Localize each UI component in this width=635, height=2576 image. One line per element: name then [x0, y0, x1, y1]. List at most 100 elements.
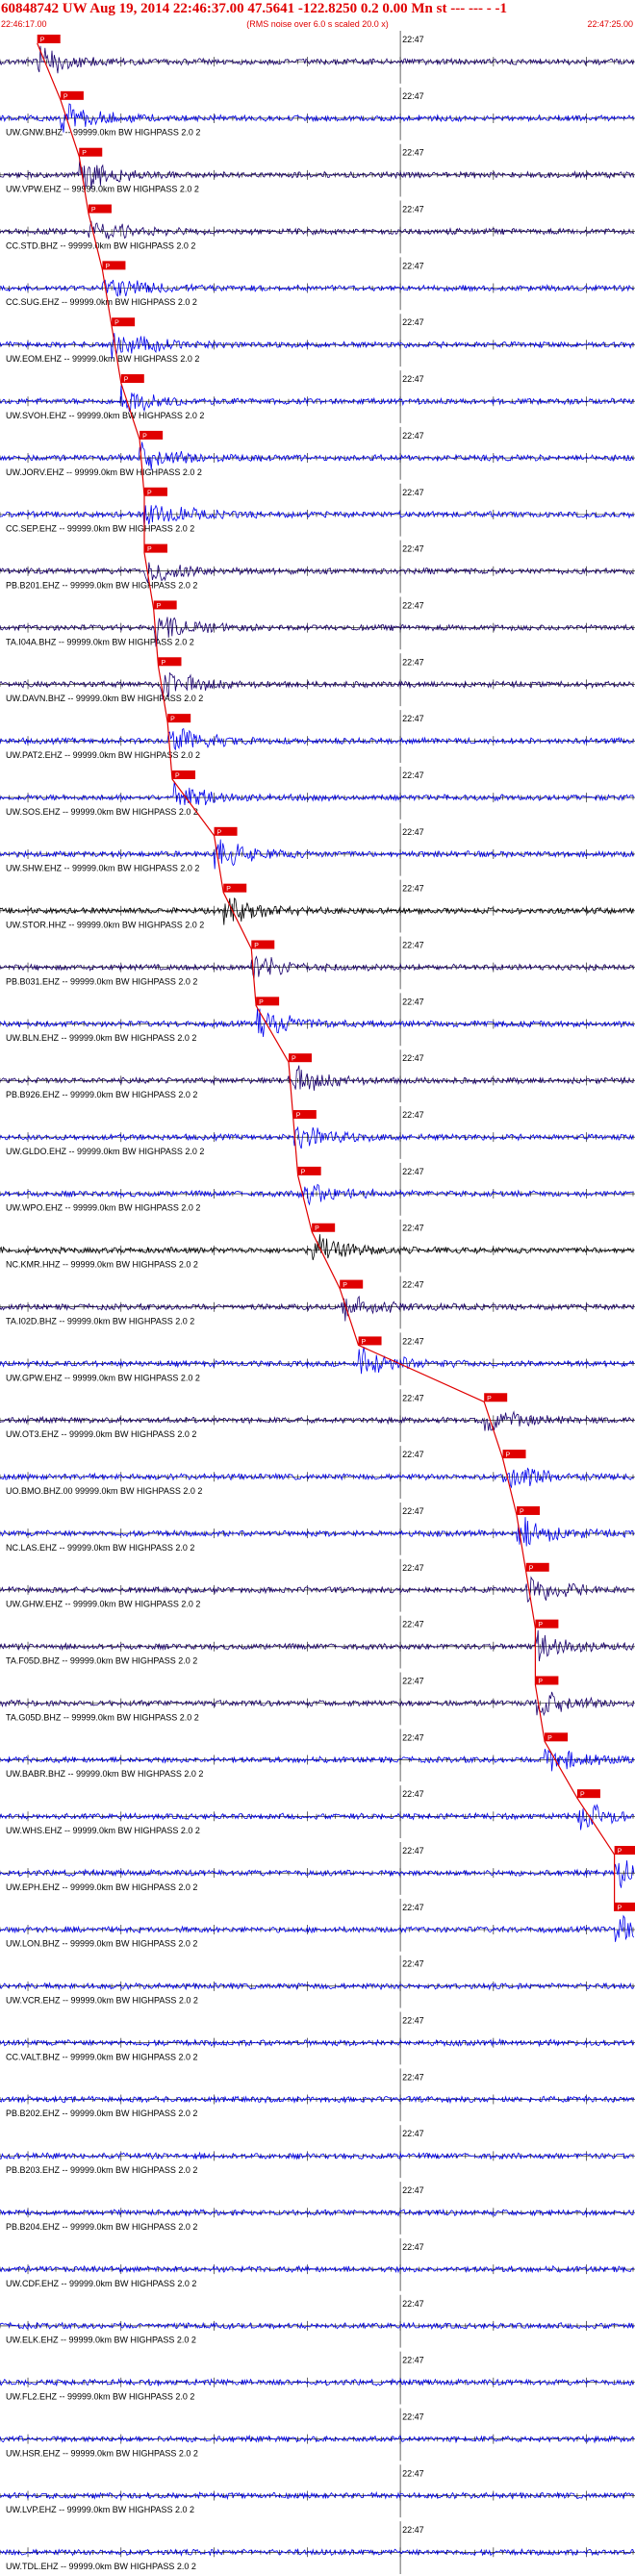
pick-flag — [143, 543, 167, 553]
trace-row: 22:47 TA.G05D.BHZ -- 99999.0km BW HIGHPAS… — [0, 1672, 635, 1726]
pick-label: P — [124, 377, 129, 384]
start-time-label: 22:46:17.00 — [1, 19, 47, 29]
waveform — [0, 442, 634, 470]
trace-row: 22:47 NC.LAS.EHZ -- 99999.0km BW HIGHPASS… — [0, 1502, 635, 1555]
minute-label: 22:47 — [402, 91, 424, 101]
trace-row: 22:47 UW.EPH.EHZ -- 99999.0km BW HIGHPASS… — [0, 1842, 635, 1895]
pick-flag — [502, 1450, 526, 1459]
waveform — [0, 727, 635, 751]
waveform — [0, 1467, 634, 1489]
waveform — [0, 781, 635, 806]
trace-row: 22:47 NC.KMR.HHZ -- 99999.0km BW HIGHPASS… — [0, 1219, 635, 1273]
trace-row: 22:47 UW.BABR.BHZ -- 99999.0km BW HIGHPAS… — [0, 1729, 635, 1782]
waveform — [0, 1691, 635, 1717]
station-label: UW.DAVN.BHZ -- 99999.0km BW HIGHPASS 2.0… — [6, 694, 203, 703]
minute-label: 22:47 — [402, 714, 424, 723]
pick-label: P — [105, 264, 110, 270]
station-label: TA.F05D.BHZ -- 99999.0km BW HIGHPASS 2.0… — [6, 1655, 197, 1665]
waveform — [0, 1982, 635, 1991]
minute-label: 22:47 — [402, 1506, 424, 1516]
pick-label: P — [538, 1622, 543, 1629]
minute-label: 22:47 — [402, 431, 424, 441]
trace-row: 22:47 TA.I02D.BHZ -- 99999.0km BW HIGHPAS… — [0, 1275, 635, 1329]
trace-row: 22:47 PB.B926.EHZ -- 99999.0km BW HIGHPAS… — [0, 1049, 635, 1103]
station-label: PB.B926.EHZ -- 99999.0km BW HIGHPASS 2.0… — [6, 1090, 197, 1099]
station-label: TA.G05D.BHZ -- 99999.0km BW HIGHPASS 2.0… — [6, 1712, 199, 1722]
minute-label: 22:47 — [402, 1393, 424, 1402]
station-label: UW.BABR.BHZ -- 99999.0km BW HIGHPASS 2.0… — [6, 1769, 203, 1779]
pick-flag — [340, 1279, 364, 1289]
pick-flag — [288, 1053, 312, 1063]
minute-label: 22:47 — [402, 657, 424, 667]
pick-label: P — [618, 1905, 622, 1911]
trace-row: 22:47 UW.HSR.EHZ -- 99999.0km BW HIGHPASS… — [0, 2408, 635, 2462]
trace-row: 22:47 PB.B203.EHZ -- 99999.0km BW HIGHPAS… — [0, 2125, 635, 2179]
minute-label: 22:47 — [402, 1280, 424, 1290]
trace-row: 22:47 UW.GNW.BHZ -- 99999.0km BW HIGHPASS… — [0, 87, 635, 140]
minute-label: 22:47 — [402, 2299, 424, 2309]
station-label: UO.BMO.BHZ.00 99999.0km BW HIGHPASS 2.0 … — [6, 1486, 202, 1496]
trace-row: 22:47 UW.DAVN.BHZ -- 99999.0km BW HIGHPAS… — [0, 653, 635, 707]
waveform — [0, 562, 634, 583]
trace-row: 22:47 PB.B201.EHZ -- 99999.0km BW HIGHPAS… — [0, 540, 635, 593]
waveform — [0, 1347, 635, 1375]
minute-label: 22:47 — [402, 997, 424, 1006]
pick-label: P — [162, 660, 166, 667]
minute-label: 22:47 — [402, 35, 424, 44]
trace-row: 22:47 CC.SUG.EHZ -- 99999.0km BW HIGHPASS… — [0, 257, 635, 311]
waveform — [0, 1860, 635, 1888]
pick-label: P — [296, 1113, 301, 1120]
pick-label: P — [618, 1849, 622, 1856]
trace-row: 22:47 PB.B031.EHZ -- 99999.0km BW HIGHPAS… — [0, 936, 635, 990]
station-label: UW.GNW.BHZ -- 99999.0km BW HIGHPASS 2.0 … — [6, 128, 200, 138]
pick-flag — [167, 714, 191, 723]
minute-label: 22:47 — [402, 1846, 424, 1856]
pick-label: P — [362, 1339, 367, 1346]
pick-flag — [614, 1902, 635, 1911]
station-label: UW.SHW.EHZ -- 99999.0km BW HIGHPASS 2.0 … — [6, 864, 199, 873]
station-label: UW.WHS.EHZ -- 99999.0km BW HIGHPASS 2.0 … — [6, 1826, 200, 1835]
pick-label: P — [487, 1396, 492, 1402]
trace-row: 22:47 UW.LON.BHZ -- 99999.0km BW HIGHPASS… — [0, 1898, 635, 1952]
trace-row: 22:47 UW.TDL.EHZ -- 99999.0km BW HIGHPASS… — [0, 2521, 635, 2574]
pick-flag — [60, 90, 84, 100]
pick-flag — [88, 204, 112, 214]
pick-flag — [517, 1505, 541, 1515]
minute-label: 22:47 — [402, 600, 424, 610]
station-label: PB.B031.EHZ -- 99999.0km BW HIGHPASS 2.0… — [6, 976, 197, 986]
pick-flag — [614, 1846, 635, 1856]
pick-label: P — [147, 490, 152, 496]
waveform — [0, 897, 634, 925]
waveform — [0, 45, 635, 74]
station-label: PB.B201.EHZ -- 99999.0km BW HIGHPASS 2.0… — [6, 580, 197, 590]
trace-row: 22:47 UW.LVP.EHZ -- 99999.0km BW HIGHPASS… — [0, 2464, 635, 2518]
minute-label: 22:47 — [402, 1450, 424, 1459]
waveform — [0, 2548, 635, 2557]
minute-label: 22:47 — [402, 2356, 424, 2365]
trace-row: 22:47 UW.FL2.EHZ -- 99999.0km BW HIGHPASS… — [0, 2351, 635, 2405]
minute-label: 22:47 — [402, 2185, 424, 2195]
pick-label: P — [520, 1508, 524, 1515]
station-label: UW.EOM.EHZ -- 99999.0km BW HIGHPASS 2.0 … — [6, 354, 199, 364]
pick-flag — [297, 1166, 321, 1175]
trace-row: 22:47 UW.JORV.EHZ -- 99999.0km BW HIGHPAS… — [0, 426, 635, 480]
minute-label: 22:47 — [402, 317, 424, 327]
pick-flag — [120, 374, 144, 384]
minute-label: 22:47 — [402, 1336, 424, 1346]
waveform — [0, 2208, 635, 2217]
minute-label: 22:47 — [402, 2072, 424, 2082]
station-label: UW.GLDO.EHZ -- 99999.0km BW HIGHPASS 2.0… — [6, 1147, 204, 1156]
station-label: CC.VALT.BHZ -- 99999.0km BW HIGHPASS 2.0… — [6, 2052, 198, 2061]
station-label: UW.PAT2.EHZ -- 99999.0km BW HIGHPASS 2.0… — [6, 750, 200, 760]
pick-flag — [112, 317, 136, 327]
waveform — [0, 1410, 635, 1431]
waveform — [0, 1183, 634, 1206]
waveform — [0, 2434, 635, 2444]
pick-label: P — [547, 1735, 552, 1742]
trace-row: 22:47 UW.GHW.EHZ -- 99999.0km BW HIGHPASS… — [0, 1558, 635, 1612]
station-label: TA.I02D.BHZ -- 99999.0km BW HIGHPASS 2.0… — [6, 1316, 194, 1326]
trace-row: 22:47 UW.GPW.EHZ -- 99999.0km BW HIGHPASS… — [0, 1332, 635, 1386]
end-time-label: 22:47:25.00 — [587, 19, 633, 29]
pick-label: P — [82, 150, 87, 157]
waveform — [0, 333, 635, 359]
